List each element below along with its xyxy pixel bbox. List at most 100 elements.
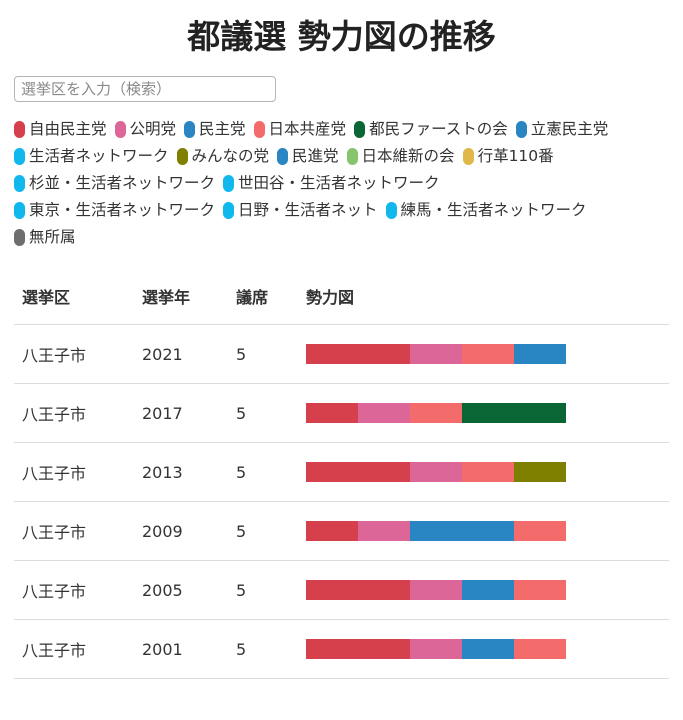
power-segment bbox=[462, 344, 514, 364]
table-row: 八王子市 2005 5 bbox=[14, 560, 669, 620]
header-seats: 議席 bbox=[228, 268, 298, 325]
legend-item: 日本維新の会 bbox=[346, 145, 455, 167]
cell-year: 2017 bbox=[134, 383, 228, 443]
power-segment bbox=[514, 344, 566, 364]
legend-item: 公明党 bbox=[114, 118, 177, 140]
page-title: 都議選 勢力図の推移 bbox=[187, 17, 496, 56]
power-segment bbox=[410, 521, 514, 541]
legend-label: 公明党 bbox=[129, 120, 177, 138]
cell-year: 2009 bbox=[134, 501, 228, 561]
cell-power bbox=[298, 501, 669, 561]
legend-item: 生活者ネットワーク bbox=[14, 145, 169, 167]
power-segment bbox=[410, 639, 462, 659]
legend-swatch bbox=[184, 120, 196, 138]
legend-label: 日本維新の会 bbox=[361, 147, 455, 165]
header-power: 勢力図 bbox=[298, 268, 669, 325]
legend-label: 東京・生活者ネットワーク bbox=[29, 201, 216, 219]
cell-power bbox=[298, 383, 669, 443]
legend-swatch bbox=[223, 201, 235, 219]
power-bar bbox=[306, 639, 566, 659]
cell-year: 2013 bbox=[134, 442, 228, 502]
power-segment bbox=[358, 403, 410, 423]
cell-seats: 5 bbox=[228, 560, 298, 620]
legend-label: 立憲民主党 bbox=[530, 120, 609, 138]
power-segment bbox=[462, 580, 514, 600]
legend-label: 都民ファーストの会 bbox=[369, 120, 508, 138]
legend-label: 練馬・生活者ネットワーク bbox=[400, 201, 587, 219]
results-table: 選挙区 選挙年 議席 勢力図 八王子市 2021 5 八王子市 2017 5 八王子市 201… bbox=[14, 268, 669, 679]
legend-item: 練馬・生活者ネットワーク bbox=[385, 199, 587, 221]
legend-swatch bbox=[14, 147, 25, 165]
legend-swatch bbox=[14, 201, 25, 219]
cell-district: 八王子市 bbox=[14, 383, 134, 443]
party-legend: 自由民主党 公明党 民主党 日本共産党 都民ファーストの会 立憲民主党 生活者ネットワーク み… bbox=[14, 118, 654, 248]
legend-swatch bbox=[277, 147, 289, 165]
header-district: 選挙区 bbox=[14, 268, 134, 325]
cell-seats: 5 bbox=[228, 442, 298, 502]
legend-label: 杉並・生活者ネットワーク bbox=[29, 174, 216, 192]
legend-label: 自由民主党 bbox=[29, 120, 107, 138]
legend-item: 杉並・生活者ネットワーク bbox=[14, 172, 215, 194]
legend-item: 行革110番 bbox=[462, 145, 554, 167]
power-segment bbox=[514, 521, 566, 541]
legend-label: みんなの党 bbox=[191, 147, 270, 165]
search-area bbox=[14, 76, 669, 102]
power-segment bbox=[410, 580, 462, 600]
legend-swatch bbox=[253, 120, 265, 138]
power-segment bbox=[410, 344, 462, 364]
legend-item: 無所属 bbox=[14, 226, 76, 248]
legend-swatch bbox=[14, 174, 25, 192]
cell-power bbox=[298, 324, 669, 384]
legend-label: 世田谷・生活者ネットワーク bbox=[238, 174, 440, 192]
legend-label: 無所属 bbox=[29, 228, 76, 246]
power-bar bbox=[306, 344, 566, 364]
power-segment bbox=[514, 580, 566, 600]
power-segment bbox=[514, 462, 566, 482]
cell-year: 2001 bbox=[134, 619, 228, 679]
cell-power bbox=[298, 442, 669, 502]
cell-year: 2005 bbox=[134, 560, 228, 620]
power-segment bbox=[410, 403, 462, 423]
legend-swatch bbox=[114, 120, 126, 138]
legend-label: 日本共産党 bbox=[268, 120, 347, 138]
cell-seats: 5 bbox=[228, 383, 298, 443]
power-segment bbox=[514, 639, 566, 659]
table-row: 八王子市 2021 5 bbox=[14, 324, 669, 384]
legend-swatch bbox=[14, 120, 25, 138]
legend-item: 世田谷・生活者ネットワーク bbox=[223, 172, 440, 194]
power-segment bbox=[358, 521, 410, 541]
power-segment bbox=[410, 462, 462, 482]
cell-district: 八王子市 bbox=[14, 324, 134, 384]
legend-swatch bbox=[223, 174, 235, 192]
power-segment bbox=[306, 521, 358, 541]
legend-swatch bbox=[462, 147, 474, 165]
legend-item: 日野・生活者ネット bbox=[223, 199, 378, 221]
cell-seats: 5 bbox=[228, 501, 298, 561]
legend-item: 自由民主党 bbox=[14, 118, 107, 140]
cell-district: 八王子市 bbox=[14, 501, 134, 561]
cell-district: 八王子市 bbox=[14, 560, 134, 620]
legend-item: みんなの党 bbox=[176, 145, 270, 167]
power-segment bbox=[306, 580, 410, 600]
power-segment bbox=[306, 639, 410, 659]
power-bar bbox=[306, 403, 566, 423]
legend-item: 民進党 bbox=[277, 145, 339, 167]
power-segment bbox=[306, 403, 358, 423]
legend-swatch bbox=[354, 120, 366, 138]
power-segment bbox=[462, 639, 514, 659]
legend-swatch bbox=[14, 228, 25, 246]
cell-district: 八王子市 bbox=[14, 442, 134, 502]
legend-item: 立憲民主党 bbox=[515, 118, 609, 140]
legend-label: 民進党 bbox=[292, 147, 339, 165]
header-year: 選挙年 bbox=[134, 268, 228, 325]
power-bar bbox=[306, 580, 566, 600]
cell-power bbox=[298, 560, 669, 620]
legend-swatch bbox=[346, 147, 358, 165]
power-bar bbox=[306, 462, 566, 482]
legend-item: 都民ファーストの会 bbox=[354, 118, 508, 140]
cell-seats: 5 bbox=[228, 619, 298, 679]
power-segment bbox=[462, 403, 566, 423]
cell-district: 八王子市 bbox=[14, 619, 134, 679]
search-input[interactable] bbox=[14, 76, 276, 102]
legend-label: 生活者ネットワーク bbox=[29, 147, 169, 165]
